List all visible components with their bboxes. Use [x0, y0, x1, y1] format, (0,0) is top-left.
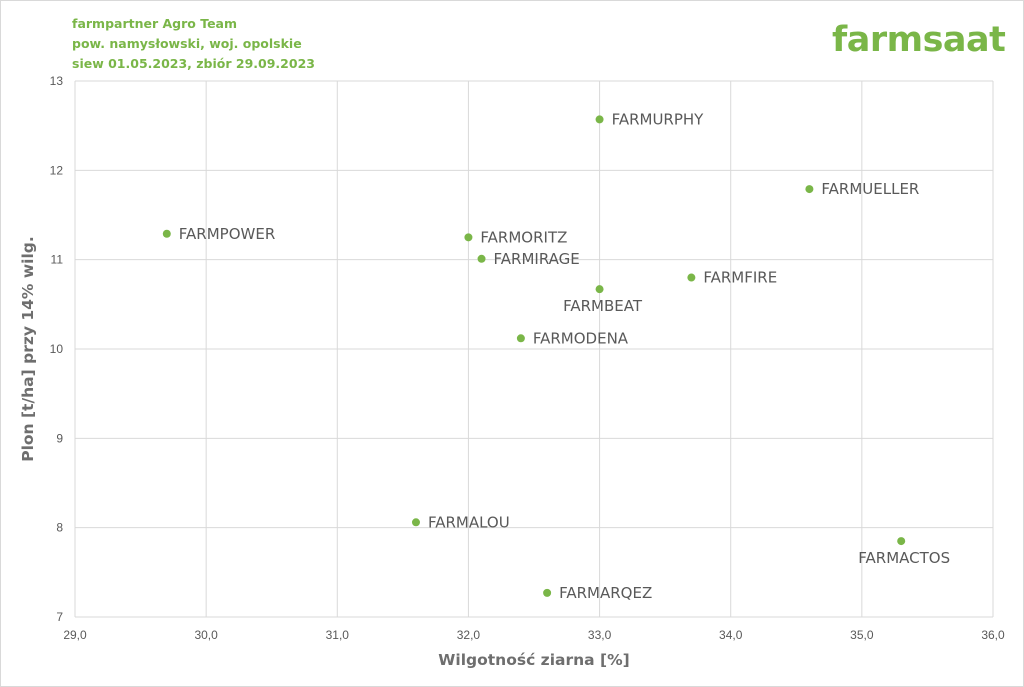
data-point [595, 285, 604, 294]
data-point [687, 273, 696, 282]
tick-labels: 29,0 30,0 31,0 32,0 33,0 34,0 35,0 36,0 7 8 9 10 11 1… [50, 74, 1005, 642]
y-tick-label: 12 [50, 163, 64, 177]
data-point [595, 115, 604, 124]
data-label: FARMIRAGE [494, 250, 580, 268]
data-label: FARMORITZ [480, 228, 567, 246]
y-tick-label: 9 [56, 431, 63, 445]
data-point [477, 254, 486, 263]
x-tick-label: 34,0 [719, 628, 743, 642]
data-point [162, 229, 171, 238]
y-tick-label: 8 [56, 521, 63, 535]
grid-layer [74, 80, 994, 618]
data-point [516, 334, 525, 343]
data-point [805, 185, 814, 194]
x-axis-title: Wilgotność ziarna [%] [438, 651, 629, 669]
y-tick-label: 10 [50, 342, 64, 356]
data-label: FARMALOU [428, 513, 510, 531]
data-label: FARMODENA [533, 329, 629, 347]
x-tick-label: 29,0 [63, 628, 87, 642]
data-points: FARMURPHY FARMUELLER FARMPOWER FARMORITZ FAR… [162, 110, 950, 602]
x-tick-label: 35,0 [850, 628, 874, 642]
y-axis-title: Plon [t/ha] przy 14% wilg. [19, 236, 37, 462]
x-tick-label: 33,0 [588, 628, 612, 642]
data-label: FARMARQEZ [559, 584, 652, 602]
data-label: FARMURPHY [612, 110, 705, 128]
header-line-3: siew 01.05.2023, zbiór 29.09.2023 [72, 56, 315, 71]
x-tick-label: 36,0 [981, 628, 1005, 642]
y-tick-label: 13 [50, 74, 64, 88]
x-tick-label: 32,0 [457, 628, 481, 642]
data-point [897, 537, 906, 546]
x-tick-label: 30,0 [194, 628, 218, 642]
data-label: FARMFIRE [703, 269, 777, 287]
y-tick-label: 7 [56, 610, 63, 624]
farmsaat-logo: farmsaat [832, 20, 1006, 60]
header-line-2: pow. namysłowski, woj. opolskie [72, 36, 302, 51]
chart-header: farmpartner Agro Team pow. namysłowski, … [72, 14, 315, 74]
header-line-1: farmpartner Agro Team [72, 16, 238, 31]
data-label: FARMUELLER [821, 180, 919, 198]
data-point [411, 518, 420, 527]
data-point [543, 588, 552, 597]
data-label: FARMPOWER [179, 225, 275, 243]
y-tick-label: 11 [51, 253, 64, 267]
data-point [464, 233, 473, 242]
x-tick-label: 31,0 [326, 628, 350, 642]
data-label: FARMBEAT [563, 297, 643, 315]
data-label: FARMACTOS [858, 549, 950, 567]
